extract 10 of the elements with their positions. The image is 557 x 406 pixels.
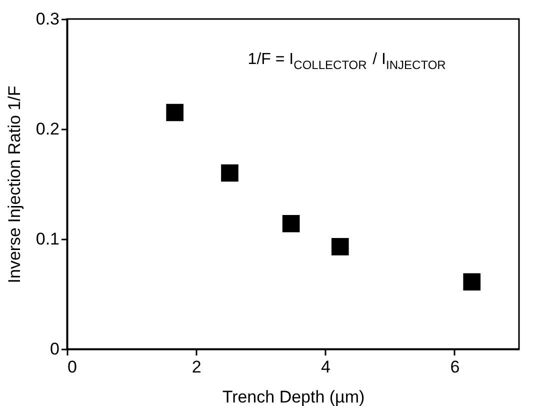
x-tick-label: 2 <box>192 358 202 376</box>
x-tick-label: 0 <box>68 358 77 376</box>
y-tick-label: 0.1 <box>36 230 60 248</box>
y-tick-label: 0.3 <box>36 10 60 28</box>
y-tick-label: 0 <box>50 340 60 358</box>
y-axis-title: Inverse Injection Ratio 1/F <box>4 86 24 284</box>
y-tick-label: 0.2 <box>36 120 60 138</box>
x-axis-title: Trench Depth (µm) <box>222 388 365 406</box>
x-tick-label: 6 <box>450 358 460 376</box>
x-tick-label: 4 <box>321 358 331 376</box>
